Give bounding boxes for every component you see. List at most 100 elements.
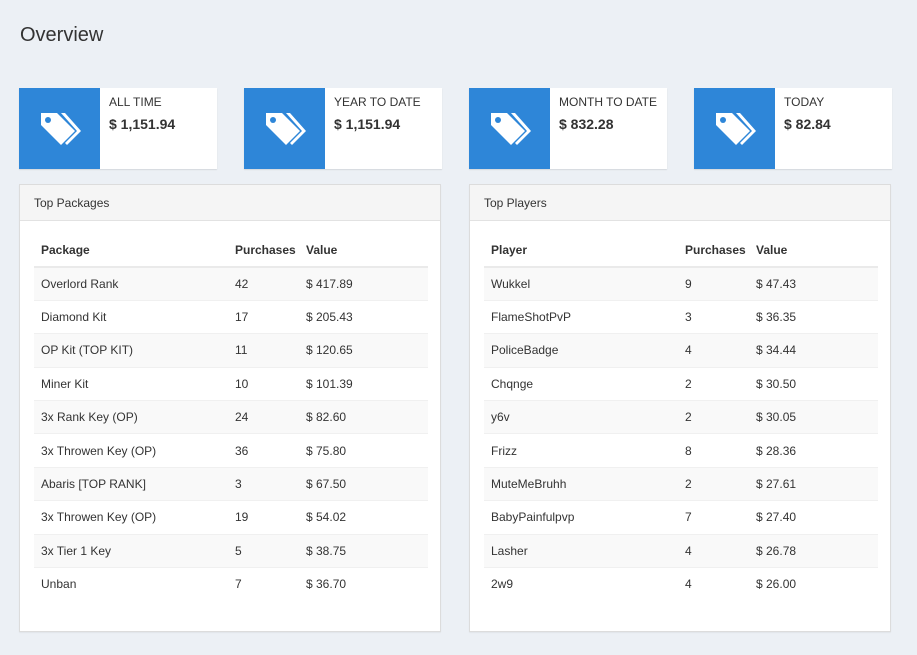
- cell-value: $ 75.80: [299, 433, 428, 468]
- cell-value: $ 27.61: [749, 466, 878, 501]
- stat-value: $ 1,151.94: [109, 116, 176, 132]
- cell-purchases: 42: [228, 266, 299, 301]
- table-row: Miner Kit 10 $ 101.39: [34, 366, 428, 401]
- column-header: Purchases: [678, 233, 749, 268]
- column-header: Value: [749, 233, 878, 268]
- table-row: OP Kit (TOP KIT) 11 $ 120.65: [34, 333, 428, 368]
- tags-icon: [244, 88, 325, 169]
- cell-name: BabyPainfulpvp: [484, 500, 678, 535]
- top-packages-table: Package Purchases Value Overlord Rank 42 $…: [34, 233, 428, 601]
- stat-value: $ 832.28: [559, 116, 614, 132]
- top-packages-panel: Top Packages Package Purchases Value Ove…: [19, 184, 441, 632]
- cell-purchases: 11: [228, 333, 299, 368]
- column-header: Value: [299, 233, 428, 268]
- cell-name: MuteMeBruhh: [484, 466, 678, 501]
- cell-value: $ 26.00: [749, 567, 878, 601]
- cell-value: $ 27.40: [749, 500, 878, 535]
- cell-purchases: 7: [678, 500, 749, 535]
- cell-name: Diamond Kit: [34, 299, 228, 334]
- cell-name: PoliceBadge: [484, 333, 678, 368]
- column-header: Purchases: [228, 233, 299, 268]
- cell-purchases: 7: [228, 567, 299, 601]
- tags-icon: [469, 88, 550, 169]
- cell-value: $ 26.78: [749, 533, 878, 568]
- stat-label: YEAR TO DATE: [334, 95, 421, 109]
- table-row: 3x Throwen Key (OP) 19 $ 54.02: [34, 500, 428, 535]
- cell-purchases: 2: [678, 466, 749, 501]
- top-players-table: Player Purchases Value Wukkel 9 $ 47.43 Fla…: [484, 233, 878, 601]
- cell-value: $ 30.05: [749, 400, 878, 434]
- cell-value: $ 417.89: [299, 266, 428, 301]
- stat-box-all-time: ALL TIME $ 1,151.94: [19, 88, 217, 169]
- table-row: FlameShotPvP 3 $ 36.35: [484, 299, 878, 334]
- tags-icon: [694, 88, 775, 169]
- stat-box-today: TODAY $ 82.84: [694, 88, 892, 169]
- table-row: 3x Throwen Key (OP) 36 $ 75.80: [34, 433, 428, 468]
- column-header: Player: [484, 233, 678, 268]
- cell-value: $ 36.35: [749, 299, 878, 334]
- cell-name: 3x Throwen Key (OP): [34, 433, 228, 468]
- cell-name: Overlord Rank: [34, 266, 228, 301]
- page-title: Overview: [20, 24, 104, 46]
- table-row: Overlord Rank 42 $ 417.89: [34, 266, 428, 301]
- stat-value: $ 1,151.94: [334, 116, 401, 132]
- stat-box-year-to-date: YEAR TO DATE $ 1,151.94: [244, 88, 442, 169]
- table-row: Lasher 4 $ 26.78: [484, 533, 878, 568]
- table-row: y6v 2 $ 30.05: [484, 400, 878, 434]
- table-header-row: Player Purchases Value: [484, 233, 878, 268]
- table-row: 3x Rank Key (OP) 24 $ 82.60: [34, 400, 428, 434]
- panel-title: Top Players: [470, 185, 890, 221]
- cell-value: $ 205.43: [299, 299, 428, 334]
- cell-name: Wukkel: [484, 266, 678, 301]
- cell-purchases: 4: [678, 567, 749, 601]
- table-row: 3x Tier 1 Key 5 $ 38.75: [34, 533, 428, 568]
- cell-purchases: 2: [678, 366, 749, 401]
- cell-name: Chqnge: [484, 366, 678, 401]
- table-row: Chqnge 2 $ 30.50: [484, 366, 878, 401]
- cell-value: $ 47.43: [749, 266, 878, 301]
- cell-name: OP Kit (TOP KIT): [34, 333, 228, 368]
- table-row: MuteMeBruhh 2 $ 27.61: [484, 466, 878, 501]
- table-row: Frizz 8 $ 28.36: [484, 433, 878, 468]
- column-header: Package: [34, 233, 228, 268]
- table-row: Diamond Kit 17 $ 205.43: [34, 299, 428, 334]
- table-row: PoliceBadge 4 $ 34.44: [484, 333, 878, 368]
- cell-purchases: 2: [678, 400, 749, 434]
- stat-label: TODAY: [784, 95, 825, 109]
- cell-name: 3x Tier 1 Key: [34, 533, 228, 568]
- cell-purchases: 8: [678, 433, 749, 468]
- cell-value: $ 38.75: [299, 533, 428, 568]
- cell-purchases: 3: [228, 466, 299, 501]
- cell-name: Lasher: [484, 533, 678, 568]
- cell-purchases: 36: [228, 433, 299, 468]
- table-row: Wukkel 9 $ 47.43: [484, 266, 878, 301]
- cell-name: y6v: [484, 400, 678, 434]
- cell-purchases: 9: [678, 266, 749, 301]
- table-row: BabyPainfulpvp 7 $ 27.40: [484, 500, 878, 535]
- cell-purchases: 3: [678, 299, 749, 334]
- cell-purchases: 5: [228, 533, 299, 568]
- cell-value: $ 67.50: [299, 466, 428, 501]
- table-row: Abaris [TOP RANK] 3 $ 67.50: [34, 466, 428, 501]
- stat-value: $ 82.84: [784, 116, 831, 132]
- cell-value: $ 101.39: [299, 366, 428, 401]
- cell-name: Frizz: [484, 433, 678, 468]
- cell-purchases: 10: [228, 366, 299, 401]
- stat-label: ALL TIME: [109, 95, 162, 109]
- cell-value: $ 34.44: [749, 333, 878, 368]
- cell-value: $ 36.70: [299, 567, 428, 601]
- cell-purchases: 4: [678, 533, 749, 568]
- cell-purchases: 17: [228, 299, 299, 334]
- cell-value: $ 120.65: [299, 333, 428, 368]
- top-players-panel: Top Players Player Purchases Value Wukke…: [469, 184, 891, 632]
- cell-name: 3x Rank Key (OP): [34, 400, 228, 434]
- table-header-row: Package Purchases Value: [34, 233, 428, 268]
- cell-name: Miner Kit: [34, 366, 228, 401]
- cell-value: $ 28.36: [749, 433, 878, 468]
- cell-name: Unban: [34, 567, 228, 601]
- cell-name: 2w9: [484, 567, 678, 601]
- cell-name: 3x Throwen Key (OP): [34, 500, 228, 535]
- table-row: Unban 7 $ 36.70: [34, 567, 428, 601]
- cell-purchases: 19: [228, 500, 299, 535]
- stat-label: MONTH TO DATE: [559, 95, 658, 109]
